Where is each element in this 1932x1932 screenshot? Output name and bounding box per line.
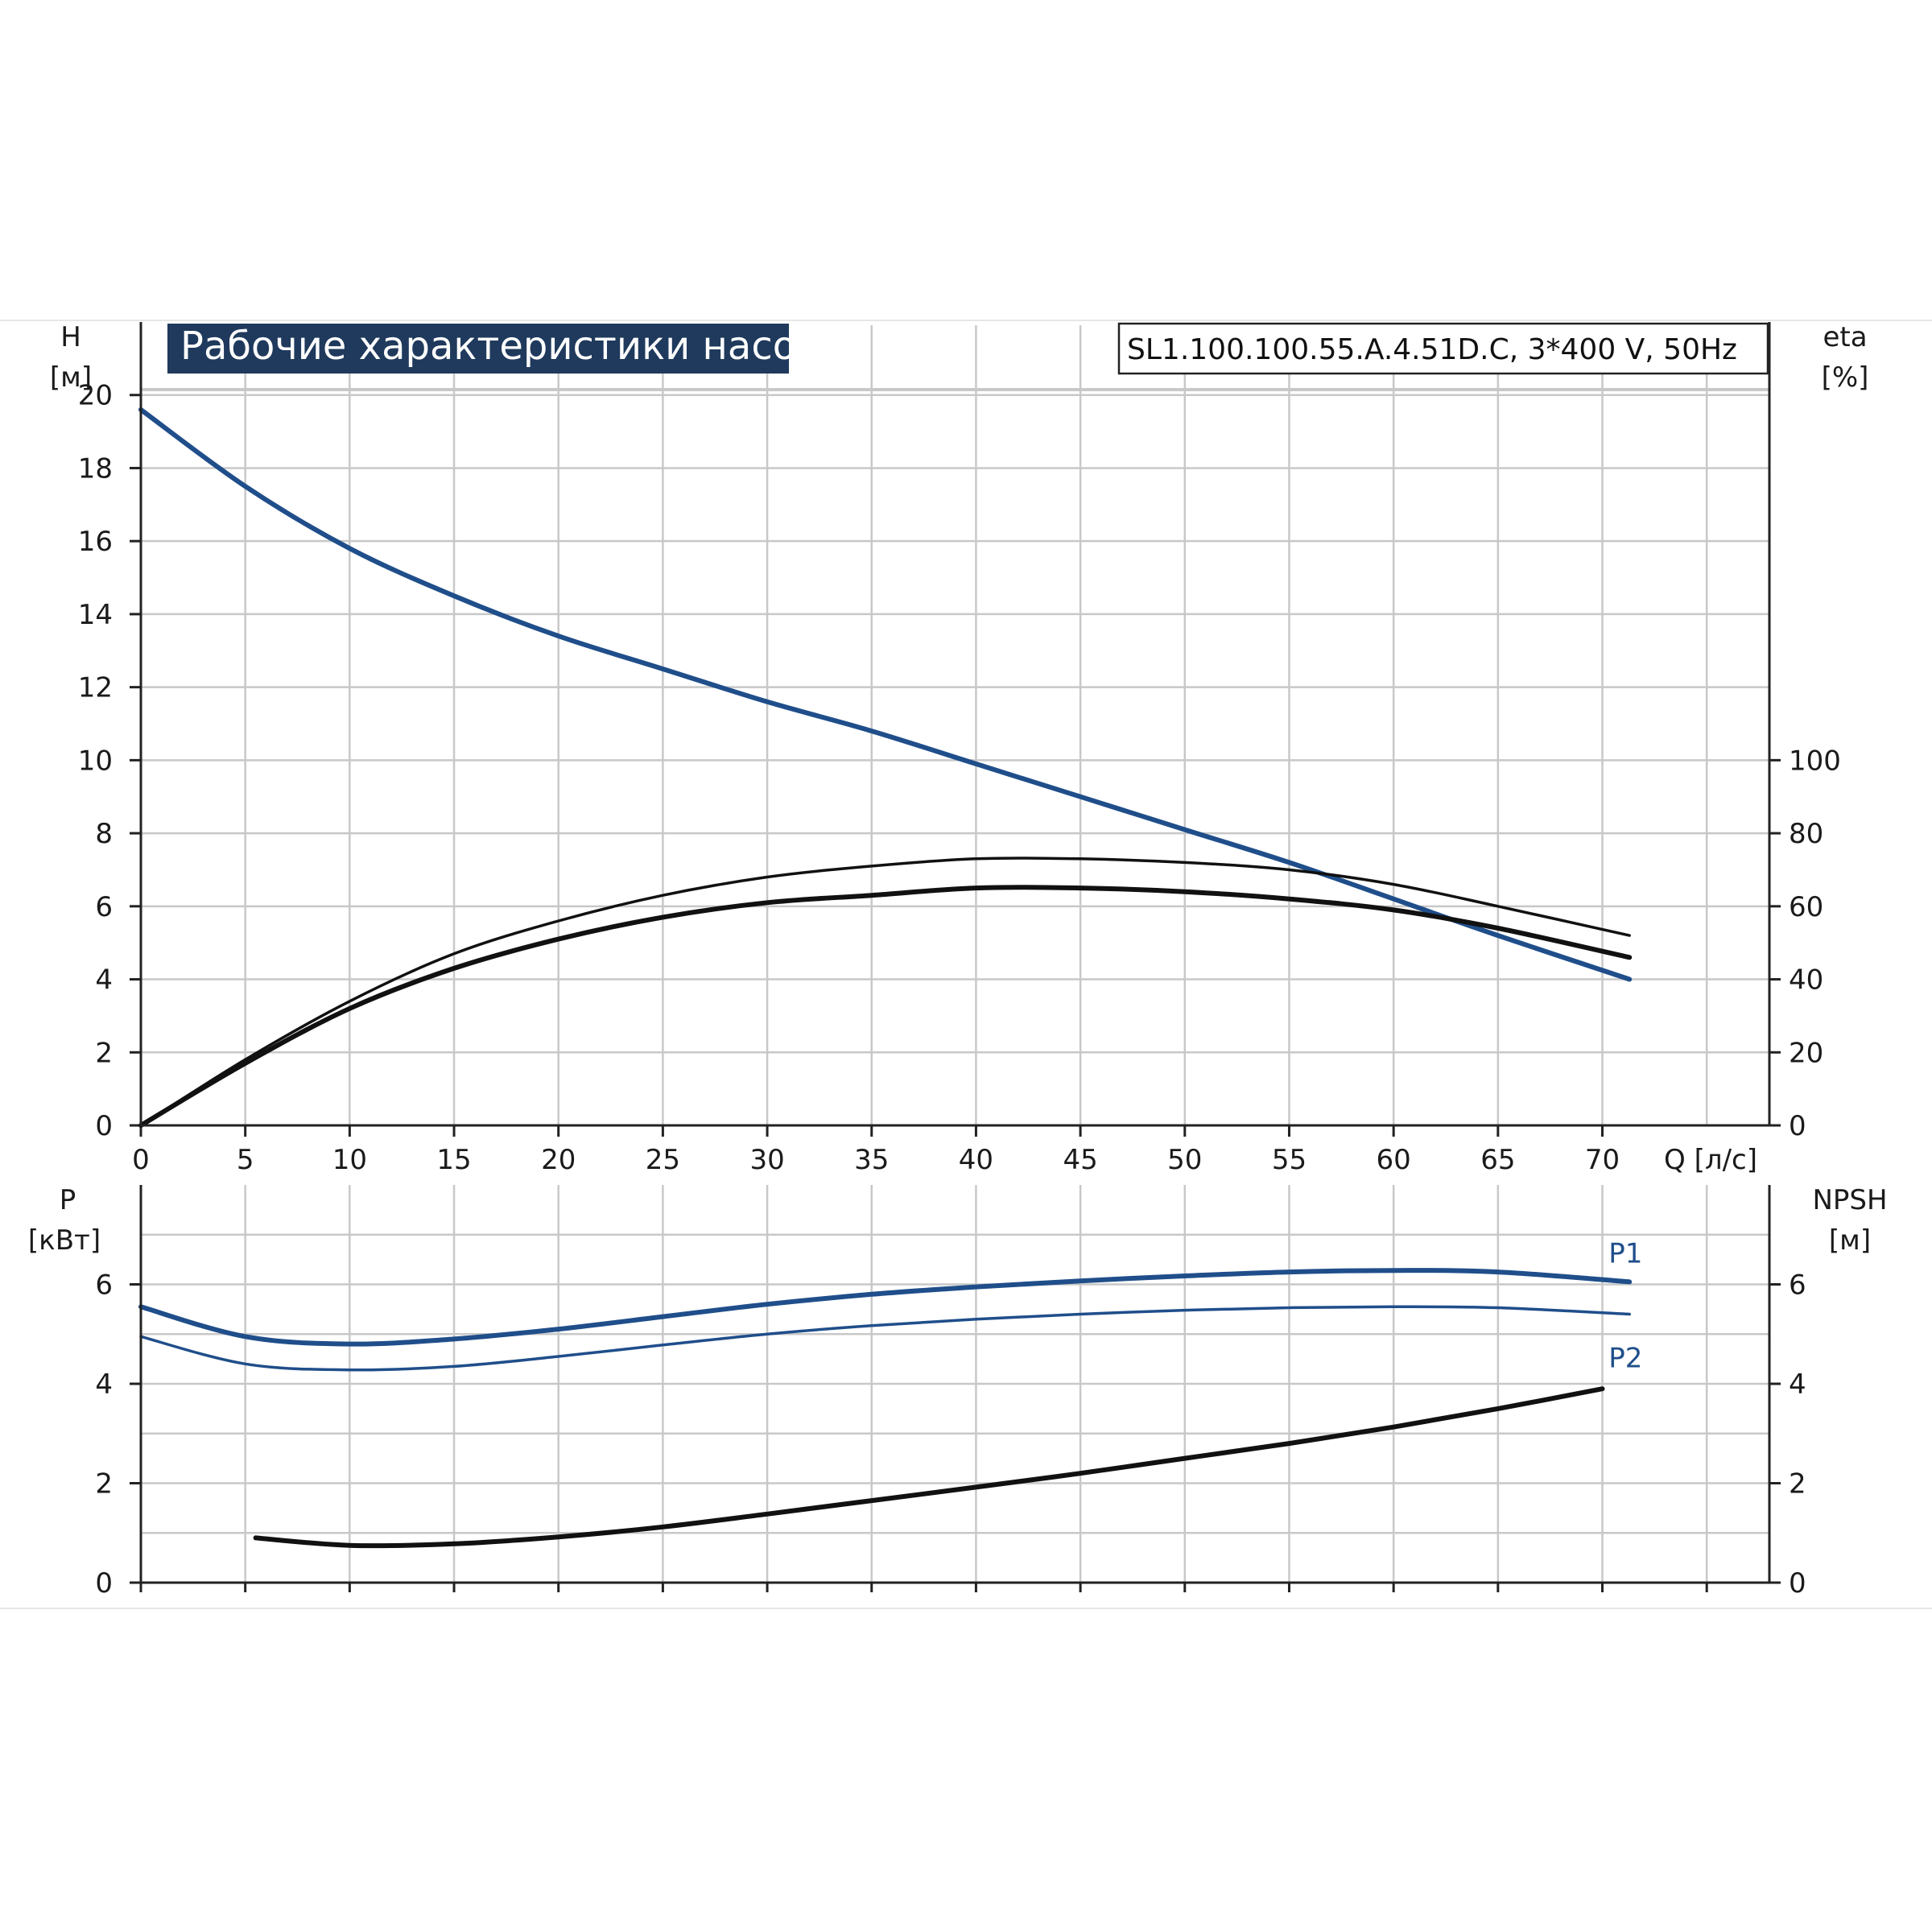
bottom-y-right-tick-label: 2 [1789, 1468, 1806, 1501]
y-left-tick-label: 6 [95, 891, 113, 923]
npsh-curve-line [253, 1386, 1605, 1549]
y-left-axis-name: H [60, 321, 81, 353]
y-left-tick-label: 20 [78, 380, 113, 412]
x-tick-label: 15 [436, 1144, 471, 1176]
p1-series-label: P1 [1608, 1237, 1642, 1269]
top-chart-axes [139, 322, 1771, 1127]
top-chart-ticks: 0 2 4 6 8 10 12 14 16 18 20 0 20 40 60 80 100 0 5 10 15 20 25 3… [78, 380, 1841, 1176]
y-left-axis-unit: [м] [50, 361, 92, 394]
x-tick-label: 45 [1063, 1144, 1097, 1176]
y-right-tick-label: 20 [1789, 1037, 1823, 1069]
x-tick-label: 5 [237, 1144, 254, 1176]
y-left-tick-label: 18 [78, 452, 113, 485]
bottom-y-right-axis-name: NPSH [1812, 1184, 1887, 1216]
x-tick-label: 30 [749, 1144, 784, 1176]
head-curve-line [138, 407, 1633, 982]
top-chart-grid [141, 325, 1769, 1125]
y-left-tick-label: 8 [95, 818, 113, 850]
y-right-tick-label: 100 [1789, 745, 1841, 777]
x-tick-label: 40 [959, 1144, 993, 1176]
y-right-tick-label: 60 [1789, 891, 1823, 923]
bottom-y-right-tick-label: 0 [1789, 1567, 1806, 1600]
efficiency-curve-thin-line [139, 857, 1631, 1127]
model-label: SL1.100.100.55.A.4.51D.C, 3*400 V, 50Hz [1127, 333, 1737, 366]
y-right-tick-label: 0 [1789, 1110, 1806, 1142]
bottom-y-left-tick-label: 0 [95, 1567, 113, 1600]
x-tick-label: 35 [854, 1144, 889, 1176]
x-tick-label: 50 [1167, 1144, 1202, 1176]
bottom-y-right-tick-label: 6 [1789, 1269, 1806, 1302]
bottom-y-left-axis-name: P [60, 1184, 76, 1216]
model-label-box [1117, 322, 1769, 375]
chart-title-box [167, 324, 789, 374]
y-left-tick-label: 0 [95, 1110, 113, 1142]
bottom-y-left-tick-label: 2 [95, 1468, 113, 1501]
bottom-y-left-axis-unit: [кВт] [28, 1224, 101, 1257]
x-tick-label: 60 [1377, 1144, 1411, 1176]
y-left-tick-label: 14 [78, 599, 113, 631]
x-tick-label: 70 [1585, 1144, 1620, 1176]
x-tick-label: 0 [132, 1144, 150, 1176]
x-tick-label: 55 [1272, 1144, 1307, 1176]
y-left-tick-label: 16 [78, 526, 113, 558]
bottom-y-right-tick-label: 4 [1789, 1368, 1806, 1401]
y-left-tick-label: 4 [95, 964, 113, 997]
y-left-tick-label: 10 [78, 745, 113, 777]
x-axis-label: Q [л/с] [1664, 1144, 1757, 1176]
bottom-y-left-tick-label: 4 [95, 1368, 113, 1401]
p2-series-label: P2 [1608, 1343, 1642, 1375]
bottom-chart-ticks: 0 2 4 6 0 2 4 6 [95, 1269, 1806, 1600]
bottom-chart-series: P1 P2 [138, 1237, 1642, 1549]
bottom-y-left-tick-label: 6 [95, 1269, 113, 1302]
y-right-tick-label: 80 [1789, 818, 1823, 850]
y-left-tick-label: 12 [78, 672, 113, 704]
top-chart-series [138, 407, 1633, 1128]
y-right-tick-label: 40 [1789, 964, 1823, 997]
bottom-chart-axes [139, 1185, 1771, 1584]
power-p2-curve-line [139, 1305, 1631, 1372]
x-tick-label: 10 [332, 1144, 367, 1176]
bottom-chart-grid [141, 1185, 1769, 1583]
y-right-axis-name: eta [1823, 321, 1867, 353]
x-tick-label: 65 [1480, 1144, 1515, 1176]
power-p1-curve-line [138, 1268, 1633, 1347]
y-right-axis-unit: [%] [1822, 361, 1869, 394]
bottom-y-right-axis-unit: [м] [1829, 1224, 1871, 1257]
x-tick-label: 20 [541, 1144, 576, 1176]
x-tick-label: 25 [646, 1144, 680, 1176]
chart-title: Рабочие характеристики насоса [180, 324, 841, 369]
efficiency-curve-thick-line [138, 885, 1633, 1128]
y-left-tick-label: 2 [95, 1037, 113, 1069]
